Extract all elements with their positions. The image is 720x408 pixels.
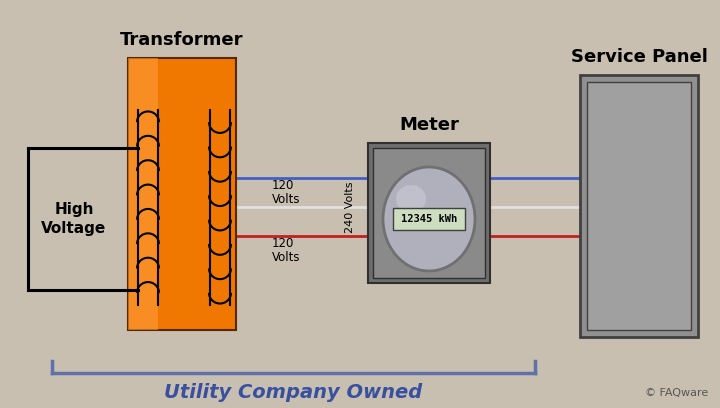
Text: © FAQware: © FAQware <box>644 388 708 398</box>
Text: 120
Volts: 120 Volts <box>272 237 300 264</box>
Text: 120
Volts: 120 Volts <box>272 179 300 206</box>
Text: 12345 kWh: 12345 kWh <box>401 214 457 224</box>
Text: Meter: Meter <box>399 116 459 134</box>
Ellipse shape <box>383 167 475 271</box>
Bar <box>373 148 485 278</box>
Bar <box>128 58 158 330</box>
Text: High
Voltage: High Voltage <box>41 202 107 236</box>
Text: Service Panel: Service Panel <box>570 48 708 66</box>
Ellipse shape <box>396 185 426 213</box>
Bar <box>580 75 698 337</box>
Text: Transformer: Transformer <box>120 31 244 49</box>
Bar <box>368 143 490 283</box>
Bar <box>128 58 236 330</box>
Bar <box>393 208 465 230</box>
Bar <box>587 82 691 330</box>
Text: 240 Volts: 240 Volts <box>345 181 355 233</box>
Text: Utility Company Owned: Utility Company Owned <box>164 384 423 403</box>
